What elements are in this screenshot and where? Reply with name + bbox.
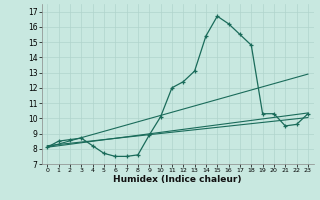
X-axis label: Humidex (Indice chaleur): Humidex (Indice chaleur)	[113, 175, 242, 184]
